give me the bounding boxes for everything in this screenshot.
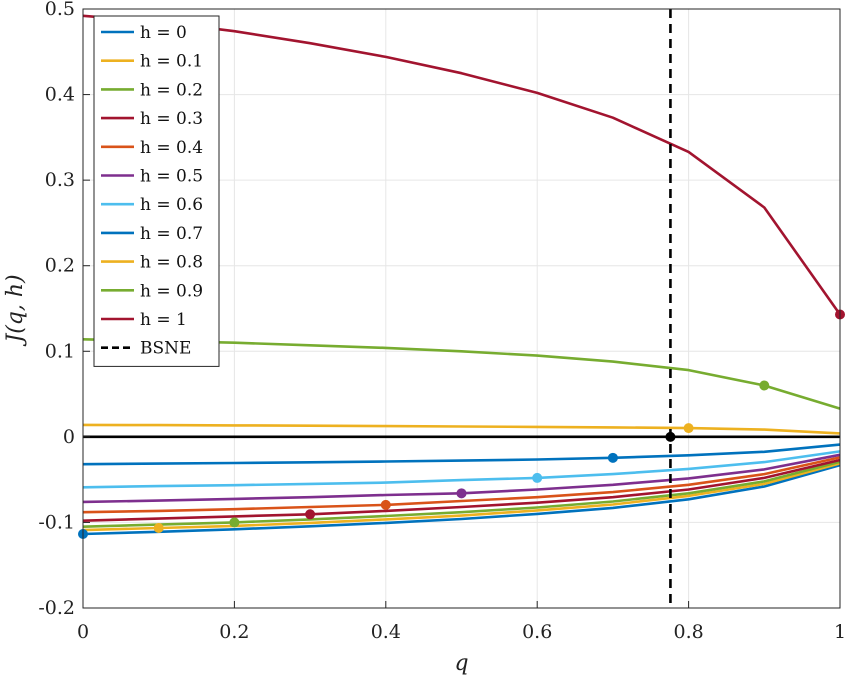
y-tick-label: 0 — [63, 426, 75, 448]
legend-label-8: h = 0.8 — [140, 253, 203, 273]
series-marker-8 — [683, 423, 694, 434]
series-line-6 — [82, 450, 841, 489]
y-tick-label: 0.1 — [45, 340, 75, 362]
axes-box — [82, 8, 841, 609]
x-tick-label: 0.4 — [371, 621, 401, 643]
y-tick-label: -0.1 — [38, 511, 75, 533]
x-tick-label: 0 — [77, 621, 89, 643]
legend-label-9: h = 0.9 — [140, 281, 203, 301]
series-marker-4 — [380, 499, 391, 510]
legend-label-bsne: BSNE — [140, 339, 191, 359]
legend-label-2: h = 0.2 — [140, 80, 203, 100]
legend-label-0: h = 0 — [140, 23, 187, 43]
x-tick-label: 1 — [834, 621, 846, 643]
y-tick-label: -0.2 — [38, 597, 75, 619]
series-line-0 — [82, 463, 841, 536]
x-tick-label: 0.8 — [673, 621, 703, 643]
series-marker-6 — [532, 472, 543, 483]
series-marker-1 — [153, 522, 164, 533]
series-marker-7 — [607, 452, 618, 463]
series-line-7 — [82, 443, 841, 466]
y-tick-label: 0.3 — [45, 169, 75, 191]
series-marker-3 — [305, 509, 316, 520]
legend-label-4: h = 0.4 — [140, 138, 203, 158]
series-marker-2 — [229, 517, 240, 528]
series-line-8 — [82, 423, 841, 435]
series-marker-9 — [759, 380, 770, 391]
legend-label-3: h = 0.3 — [140, 109, 203, 129]
x-tick-label: 0.2 — [219, 621, 249, 643]
series-marker-5 — [456, 488, 467, 499]
legend-label-7: h = 0.7 — [140, 224, 203, 244]
x-axis-label: q — [454, 651, 468, 676]
x-tick-label: 0.6 — [522, 621, 552, 643]
y-axis-label: J(q, h) — [3, 274, 28, 346]
series-line-4 — [82, 456, 841, 514]
legend: h = 0 h = 0.1 h = 0.2 h = 0.3 h = 0.4 h = 0.5… — [93, 15, 220, 367]
y-tick-label: 0.5 — [45, 0, 75, 20]
bsne-marker — [665, 431, 676, 442]
series-line-1 — [82, 462, 841, 532]
tick-labels: 0 0.2 0.4 0.6 0.8 1 -0.2 -0.1 0 0.1 0.2 0.3 0.4 0.5 — [38, 0, 846, 643]
legend-box — [93, 15, 220, 367]
legend-label-1: h = 0.1 — [140, 52, 203, 72]
series-line-2 — [82, 460, 841, 528]
marker-layer — [78, 309, 845, 539]
legend-label-5: h = 0.5 — [140, 167, 203, 187]
y-tick-label: 0.4 — [45, 84, 75, 106]
legend-label-6: h = 0.6 — [140, 195, 203, 215]
series-line-3 — [82, 458, 841, 522]
legend-label-10: h = 1 — [140, 310, 187, 330]
y-tick-label: 0.2 — [45, 255, 75, 277]
